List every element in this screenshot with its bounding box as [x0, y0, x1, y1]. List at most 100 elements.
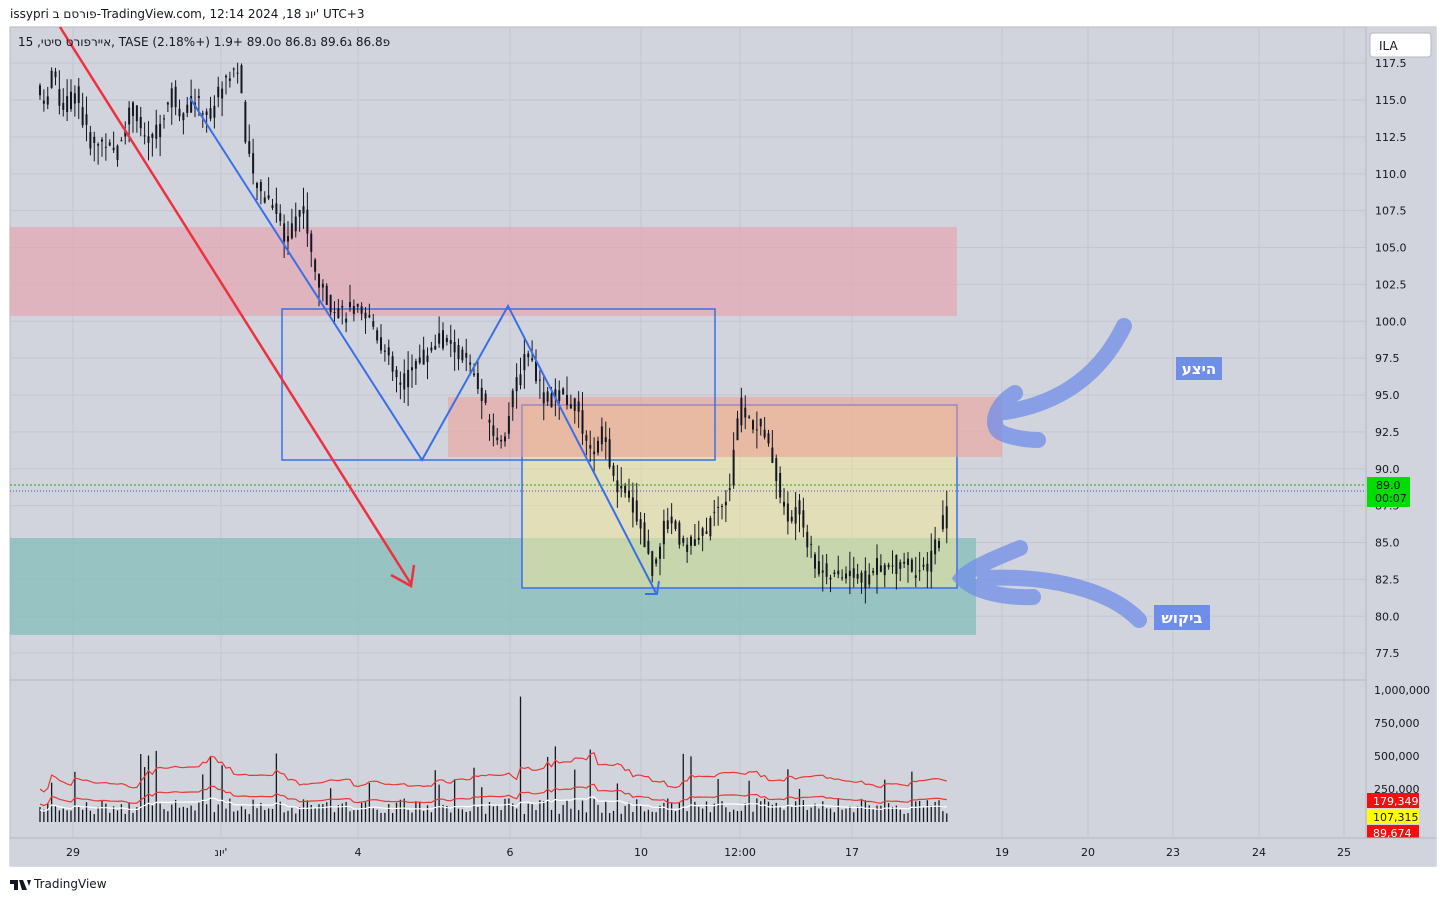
- candle-body: [779, 472, 782, 498]
- time-axis: 29 יונ' 4 6 10 12:00 17 19 20 23 24 25: [66, 846, 1351, 859]
- candle-body: [651, 551, 654, 576]
- candle-body: [62, 103, 65, 110]
- candle-body: [438, 333, 441, 344]
- candle-body: [473, 373, 475, 376]
- candle-body: [256, 183, 258, 188]
- y-tick-label: 100.0: [1375, 315, 1407, 328]
- candle-body: [767, 433, 770, 444]
- candle-body: [728, 488, 731, 490]
- candle-body: [546, 391, 549, 402]
- x-tick-label: 6: [507, 846, 514, 859]
- candle-body: [597, 440, 599, 453]
- candle-body: [318, 273, 320, 288]
- candle-body: [647, 540, 650, 554]
- candle-body: [755, 429, 758, 431]
- candle-body: [817, 561, 820, 575]
- candle-body: [422, 349, 425, 365]
- candle-body: [89, 132, 92, 149]
- trend-arrow-line: [58, 26, 413, 585]
- candle-body: [186, 104, 189, 113]
- candle-body: [54, 71, 57, 78]
- last-price-countdown: 00:07: [1375, 492, 1407, 505]
- candle-body: [166, 102, 169, 105]
- candle-body: [426, 355, 429, 362]
- candle-body: [903, 561, 906, 564]
- candle-body: [108, 142, 111, 146]
- candle-body: [124, 130, 127, 137]
- volume-tick-label: 250,000: [1374, 783, 1420, 796]
- candle-body: [538, 379, 541, 381]
- candle-body: [945, 506, 948, 529]
- y-tick-label: 102.5: [1375, 278, 1407, 291]
- candle-body: [837, 570, 840, 575]
- candle-body: [600, 426, 603, 445]
- candle-body: [449, 340, 452, 344]
- candle-body: [786, 503, 789, 522]
- candle-body: [589, 445, 592, 449]
- volume-ma-base: [39, 796, 947, 812]
- price-axis-background: [1366, 27, 1436, 866]
- volume-tag-1: 179,349: [1373, 795, 1419, 808]
- candle-body: [484, 393, 487, 403]
- x-tick-label: 12:00: [724, 846, 756, 859]
- candle-body: [701, 528, 704, 536]
- candle-body: [135, 105, 138, 122]
- candle-body: [872, 570, 875, 573]
- volume-tick-label: 500,000: [1374, 750, 1420, 763]
- candle-body: [856, 573, 859, 579]
- candle-body: [314, 259, 317, 272]
- y-tick-label: 95.0: [1375, 389, 1400, 402]
- candle-body: [81, 107, 84, 126]
- candle-body: [535, 361, 537, 382]
- candle-body: [104, 146, 107, 148]
- candle-body: [418, 357, 421, 363]
- supply-zone: [448, 397, 1002, 457]
- candle-body: [883, 565, 886, 576]
- volume-tag-2: 107,315: [1373, 811, 1419, 824]
- candle-body: [628, 490, 630, 498]
- candle-body: [116, 145, 119, 160]
- candle-body: [442, 330, 444, 349]
- candle-body: [616, 480, 619, 493]
- candle-body: [240, 65, 243, 94]
- trend-arrowhead: [390, 564, 416, 588]
- candle-body: [554, 389, 557, 399]
- currency-badge[interactable]: [1369, 32, 1432, 58]
- candle-body: [163, 118, 165, 120]
- candle-body: [411, 367, 413, 371]
- last-price-value: 89.0: [1376, 479, 1401, 492]
- candle-body: [678, 522, 681, 545]
- candle-body: [748, 416, 751, 418]
- candle-body: [775, 458, 778, 482]
- candle-body: [453, 341, 456, 353]
- drawings-layer: [58, 26, 1147, 628]
- candle-body: [511, 390, 514, 408]
- volume-layer: [39, 696, 948, 822]
- candle-body: [852, 568, 855, 578]
- volume-axis: 1,000,000 750,000 500,000 250,000: [1374, 684, 1430, 796]
- demand-hand-arrow: [951, 540, 1147, 628]
- candle-body: [209, 108, 212, 119]
- candle-body: [50, 70, 53, 88]
- candle-body: [504, 436, 506, 442]
- candle-body: [515, 377, 518, 392]
- candle-body: [573, 398, 576, 411]
- candle-body: [306, 209, 309, 234]
- demand-label: ביקוש: [1161, 609, 1202, 627]
- candle-body: [232, 68, 235, 70]
- candle-body: [170, 88, 173, 108]
- candle-body: [934, 539, 937, 555]
- candle-body: [771, 447, 774, 464]
- tradingview-logo-icon: [10, 880, 31, 890]
- candle-body: [290, 223, 293, 239]
- brand-logo: TradingView: [10, 877, 107, 891]
- candle-body: [639, 519, 642, 529]
- legend-line: 15 ,איירפורט סיטי, TASE פ86.8 ג89.6 נ86.…: [18, 35, 390, 49]
- candle-body: [585, 435, 588, 441]
- candle-body: [914, 575, 917, 578]
- candle-body: [488, 419, 491, 423]
- x-tick-label: 25: [1337, 846, 1351, 859]
- candle-body: [670, 516, 673, 524]
- candle-body: [724, 501, 727, 506]
- x-tick-label: 17: [845, 846, 859, 859]
